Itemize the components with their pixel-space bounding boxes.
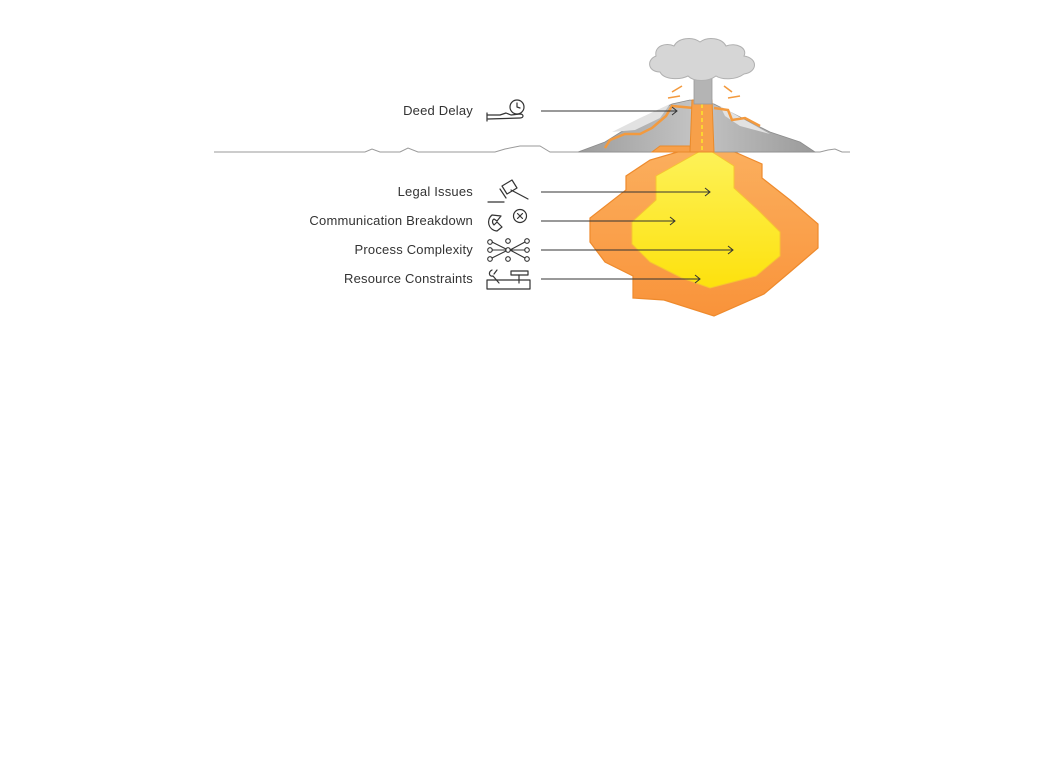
spark-4 — [727, 95, 741, 99]
lava-flow-right — [713, 106, 761, 128]
label-legal-issues: Legal Issues — [397, 184, 473, 199]
arrowhead-process-complexity — [727, 245, 734, 255]
ground-line — [214, 145, 850, 153]
arrows — [541, 106, 734, 284]
spark-1 — [671, 85, 683, 93]
gavel-icon — [487, 179, 529, 203]
network-nodes-icon — [487, 238, 530, 262]
arrowhead-resource-constraints — [694, 274, 701, 284]
spark-2 — [667, 95, 681, 99]
arrowhead-deed-delay — [671, 106, 678, 116]
smoke-cloud — [649, 38, 755, 81]
lava-conduit-base-left — [650, 145, 691, 153]
label-process-complexity: Process Complexity — [354, 242, 473, 257]
label-resource-constraints: Resource Constraints — [344, 271, 473, 286]
spark-3 — [723, 85, 733, 93]
label-deed-delay: Deed Delay — [403, 103, 473, 118]
hand-clock-icon — [486, 99, 525, 122]
inner-magma — [631, 147, 781, 289]
tools-box-icon — [486, 269, 531, 290]
arrowhead-communication-breakdown — [669, 216, 676, 226]
label-communication-breakdown: Communication Breakdown — [309, 213, 473, 228]
lava-flow-left — [603, 104, 695, 149]
arrowhead-legal-issues — [704, 187, 711, 197]
mountain-snow-right — [720, 106, 770, 134]
phone-x-icon — [487, 208, 528, 232]
